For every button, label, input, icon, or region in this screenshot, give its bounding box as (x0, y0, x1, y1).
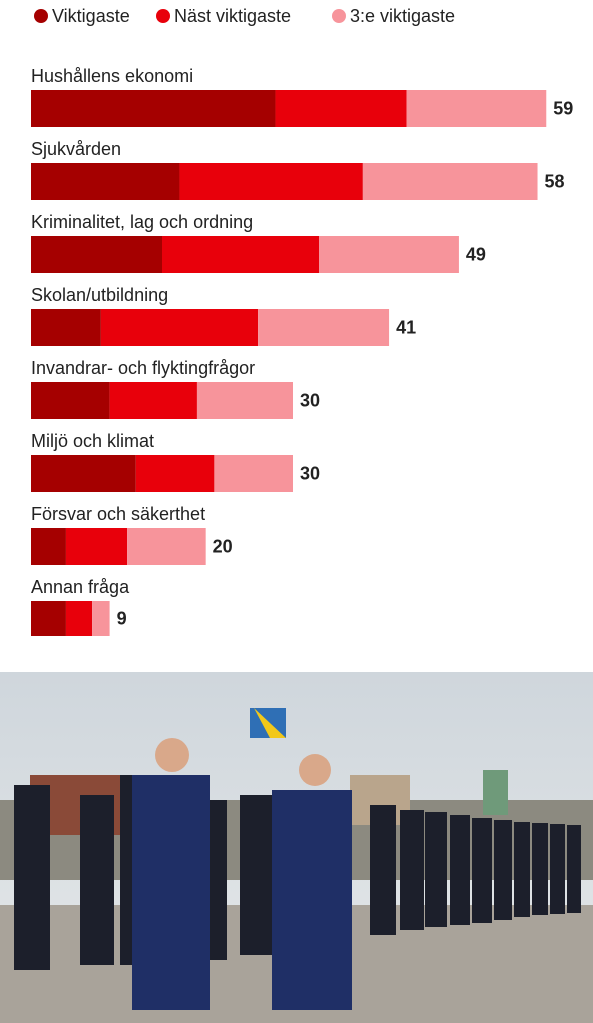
legend-label: 3:e viktigaste (350, 6, 455, 26)
bar-segment (275, 90, 407, 127)
bar-segment (31, 309, 101, 346)
bar-segment (179, 163, 363, 200)
bar-segment (109, 382, 197, 419)
bar-segment (31, 163, 180, 200)
photo (0, 672, 593, 1023)
bar-segment (135, 455, 215, 492)
category-label: Annan fråga (31, 577, 130, 597)
total-label: 41 (396, 317, 416, 337)
bar-segment (319, 236, 459, 273)
bar-segment (258, 309, 390, 346)
bar-segment (92, 601, 110, 636)
total-label: 30 (300, 463, 320, 483)
bar-segment (196, 382, 293, 419)
bar-segment (162, 236, 320, 273)
legend-marker (332, 9, 346, 23)
bar-segment (214, 455, 293, 492)
chart: Viktigaste Näst viktigaste 3:e viktigaste H… (31, 6, 573, 636)
bar-segment (31, 455, 136, 492)
flag-cross (254, 708, 286, 738)
legend-marker (156, 9, 170, 23)
category-label: Försvar och säkerthet (31, 504, 205, 524)
bar-segment (31, 528, 66, 565)
bar-segment (65, 528, 128, 565)
total-label: 59 (553, 98, 573, 118)
bar-segment (31, 601, 66, 636)
total-label: 49 (466, 244, 486, 264)
total-label: 20 (213, 536, 233, 556)
legend-label: Viktigaste (52, 6, 130, 26)
bar-segment (406, 90, 547, 127)
category-label: Invandrar- och flyktingfrågor (31, 358, 255, 378)
bar-segment (31, 90, 276, 127)
people (132, 738, 352, 1010)
category-label: Skolan/utbildning (31, 285, 168, 305)
total-label: 9 (117, 608, 127, 628)
bar-segment (65, 601, 93, 636)
bar-segment (31, 382, 110, 419)
bar-segment (362, 163, 538, 200)
category-label: Sjukvården (31, 139, 121, 159)
legend-marker (34, 9, 48, 23)
category-label: Miljö och klimat (31, 431, 154, 451)
bar-segment (31, 236, 162, 273)
category-label: Hushållens ekonomi (31, 66, 193, 86)
bar-segment (127, 528, 206, 565)
category-label: Kriminalitet, lag och ordning (31, 212, 253, 232)
legend-label: Näst viktigaste (174, 6, 291, 26)
total-label: 30 (300, 390, 320, 410)
total-label: 58 (545, 171, 565, 191)
bar-segment (100, 309, 259, 346)
tower (483, 770, 508, 815)
